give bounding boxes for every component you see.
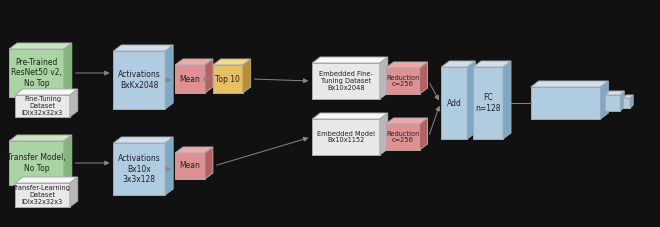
Polygon shape xyxy=(620,91,624,111)
Polygon shape xyxy=(503,61,511,139)
Text: Reduction
c=256: Reduction c=256 xyxy=(386,74,419,87)
Polygon shape xyxy=(175,147,213,153)
Polygon shape xyxy=(165,45,173,109)
Polygon shape xyxy=(213,65,243,93)
Polygon shape xyxy=(243,59,251,93)
Polygon shape xyxy=(64,135,72,185)
Text: Top 10: Top 10 xyxy=(215,74,240,84)
Polygon shape xyxy=(114,45,173,51)
Polygon shape xyxy=(9,43,72,49)
Polygon shape xyxy=(175,65,205,93)
Text: Transfer-Learning
Dataset
IDlx32x32x3: Transfer-Learning Dataset IDlx32x32x3 xyxy=(13,185,71,205)
Text: Embedded Fine-
Tuning Dataset
Bx10x2048: Embedded Fine- Tuning Dataset Bx10x2048 xyxy=(319,71,373,91)
Polygon shape xyxy=(623,98,630,108)
Polygon shape xyxy=(420,62,428,94)
Polygon shape xyxy=(114,137,173,143)
Polygon shape xyxy=(467,61,475,139)
Polygon shape xyxy=(15,177,78,183)
Text: Mean: Mean xyxy=(180,161,201,170)
Polygon shape xyxy=(420,118,428,150)
Polygon shape xyxy=(205,59,213,93)
Text: Add: Add xyxy=(447,99,462,108)
Polygon shape xyxy=(213,59,251,65)
Polygon shape xyxy=(442,67,467,139)
Polygon shape xyxy=(312,57,387,63)
Polygon shape xyxy=(385,68,420,94)
Text: Pre-Trained
ResNet50 v2,
No Top: Pre-Trained ResNet50 v2, No Top xyxy=(11,58,62,88)
Polygon shape xyxy=(312,119,380,155)
Polygon shape xyxy=(442,61,475,67)
Text: FC
n=128: FC n=128 xyxy=(475,93,501,113)
Polygon shape xyxy=(312,113,387,119)
Polygon shape xyxy=(312,63,380,99)
Polygon shape xyxy=(9,141,64,185)
Text: Activations
Bx10x
3x3x128: Activations Bx10x 3x3x128 xyxy=(118,154,160,184)
Polygon shape xyxy=(601,81,609,119)
Polygon shape xyxy=(114,143,165,195)
Polygon shape xyxy=(531,87,601,119)
Polygon shape xyxy=(473,67,503,139)
Polygon shape xyxy=(385,124,420,150)
Polygon shape xyxy=(114,51,165,109)
Polygon shape xyxy=(175,59,213,65)
Polygon shape xyxy=(385,118,428,124)
Polygon shape xyxy=(623,95,633,98)
Polygon shape xyxy=(165,137,173,195)
Polygon shape xyxy=(9,135,72,141)
Polygon shape xyxy=(379,113,387,155)
Polygon shape xyxy=(605,95,620,111)
Polygon shape xyxy=(15,183,70,207)
Polygon shape xyxy=(175,153,205,179)
Polygon shape xyxy=(605,91,624,95)
Polygon shape xyxy=(15,89,78,95)
Polygon shape xyxy=(379,57,387,99)
Polygon shape xyxy=(473,61,511,67)
Polygon shape xyxy=(630,95,633,108)
Polygon shape xyxy=(70,89,78,117)
Polygon shape xyxy=(531,81,609,87)
Text: Embedded Model
Bx10x1152: Embedded Model Bx10x1152 xyxy=(317,131,375,143)
Polygon shape xyxy=(64,43,72,97)
Polygon shape xyxy=(385,62,428,68)
Text: Reduction
c=256: Reduction c=256 xyxy=(386,131,419,143)
Text: Fine-Tuning
Dataset
IDlx32x32x3: Fine-Tuning Dataset IDlx32x32x3 xyxy=(22,96,63,116)
Polygon shape xyxy=(70,177,78,207)
Text: Transfer Model,
No Top: Transfer Model, No Top xyxy=(7,153,66,173)
Polygon shape xyxy=(15,95,70,117)
Text: Mean: Mean xyxy=(180,74,201,84)
Polygon shape xyxy=(205,147,213,179)
Polygon shape xyxy=(9,49,64,97)
Text: Activations
BxKx2048: Activations BxKx2048 xyxy=(118,70,160,90)
